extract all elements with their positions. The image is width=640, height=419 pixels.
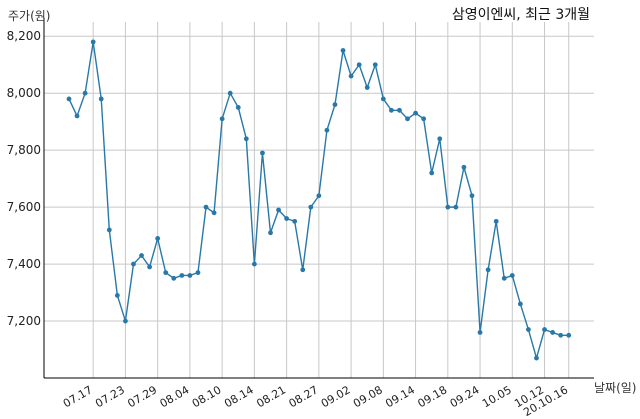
data-point (469, 193, 475, 199)
x-tick-label: 08.21 (254, 383, 288, 410)
data-point (123, 318, 128, 324)
data-point (243, 136, 249, 142)
data-point (348, 73, 354, 79)
data-point (517, 301, 523, 307)
y-tick-label: 7,800 (7, 143, 41, 157)
data-point (203, 204, 209, 210)
data-point (421, 116, 427, 122)
data-point (292, 218, 298, 224)
data-point (155, 236, 161, 241)
data-point (187, 273, 193, 278)
data-point (485, 267, 491, 273)
data-point (542, 327, 547, 332)
data-point (534, 355, 539, 361)
data-point (380, 96, 386, 102)
data-point (98, 96, 104, 102)
x-tick-label: 07.23 (93, 383, 127, 410)
y-tick-label: 7,400 (7, 257, 41, 271)
data-point (340, 48, 346, 53)
data-point (66, 96, 72, 102)
x-tick-label: 07.17 (61, 383, 95, 410)
data-point (566, 332, 572, 338)
data-point (501, 275, 507, 281)
data-point (300, 267, 306, 273)
data-point (219, 116, 225, 122)
data-point (260, 150, 265, 156)
x-tick-label: 08.04 (158, 383, 192, 410)
data-point (429, 170, 435, 176)
data-point (163, 270, 169, 276)
data-point (364, 85, 370, 90)
data-point (227, 90, 233, 96)
x-tick-label: 08.14 (222, 383, 256, 410)
data-point (139, 253, 144, 258)
y-tick-label: 7,600 (7, 200, 41, 214)
x-tick-label: 09.24 (448, 383, 482, 410)
x-tick-label: 09.08 (351, 383, 385, 410)
data-point (131, 261, 136, 267)
data-point (493, 218, 499, 224)
data-point (324, 127, 330, 133)
x-axis-label: 날짜(일) (594, 381, 636, 395)
data-point (372, 62, 378, 68)
data-point (171, 275, 177, 281)
data-point (453, 204, 459, 210)
chart-title: 삼영이엔씨, 최근 3개월 (452, 7, 590, 23)
data-point (235, 105, 241, 110)
data-point (550, 330, 555, 335)
data-point (82, 90, 88, 96)
data-point (509, 273, 515, 278)
data-point (389, 107, 394, 113)
data-point (276, 207, 281, 213)
data-point (106, 227, 112, 233)
x-tick-label: 10.05 (480, 383, 514, 410)
y-axis-label: 주가(원) (8, 9, 50, 23)
data-point (251, 261, 257, 267)
data-point (268, 230, 273, 236)
data-point (332, 102, 338, 107)
data-point (477, 330, 483, 335)
data-point (284, 216, 290, 221)
data-point (211, 210, 217, 216)
axis-layer (43, 18, 594, 379)
data-point (405, 116, 410, 122)
data-point (413, 110, 418, 116)
x-tick-label: 09.02 (319, 383, 353, 410)
data-point (461, 164, 467, 170)
y-tick-label: 8,000 (7, 86, 41, 100)
data-point (74, 113, 80, 119)
y-tick-label: 8,200 (7, 29, 41, 43)
data-point (147, 264, 153, 270)
y-tick-label: 7,200 (7, 314, 41, 328)
data-point (114, 293, 120, 298)
x-tick-label: 09.18 (416, 383, 450, 410)
data-point (90, 39, 96, 45)
data-point (437, 136, 443, 142)
text-layer: 삼영이엔씨, 최근 3개월 주가(원) 날짜(일) 7,200 7,400 7,60… (7, 7, 637, 419)
data-point (356, 62, 362, 68)
grid-layer (44, 22, 594, 378)
data-point (195, 270, 201, 276)
data-point (316, 193, 322, 199)
x-tick-label: 08.10 (190, 383, 224, 410)
data-point (526, 327, 531, 332)
data-point (179, 273, 185, 278)
x-tick-label: 07.29 (125, 383, 159, 410)
data-point (558, 332, 564, 338)
x-tick-label: 09.14 (383, 383, 417, 410)
series-layer (66, 39, 572, 361)
x-tick-label: 08.27 (287, 383, 321, 410)
data-point (308, 204, 314, 210)
data-point (397, 107, 402, 113)
data-point (445, 204, 451, 210)
